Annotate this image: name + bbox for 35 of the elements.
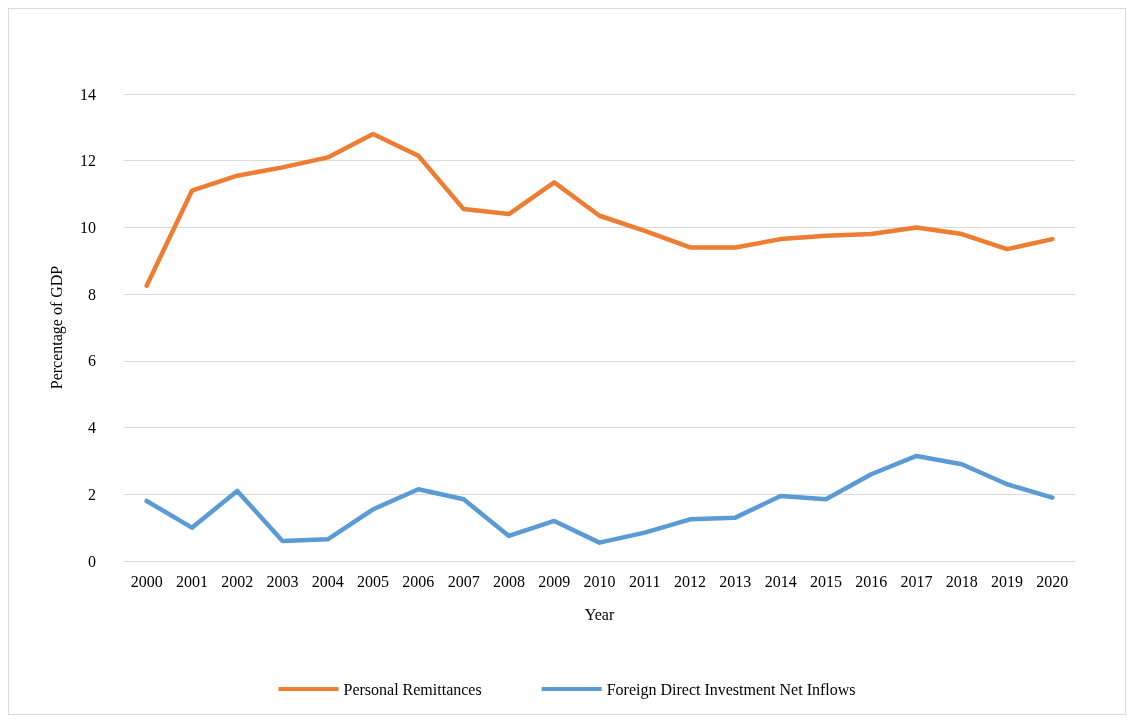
line-series [144,131,1055,289]
y-tick-label: 10 [80,218,96,236]
x-tick-label: 2008 [492,572,525,590]
x-tick-label: 2005 [357,572,390,590]
x-tick-label: 2000 [130,572,163,590]
x-tick-label: 2015 [809,572,842,590]
y-tick-label: 8 [88,285,96,303]
x-tick-label: 2016 [855,572,888,590]
legend-label: Personal Remittances [343,680,482,698]
x-tick-label: 2020 [1036,572,1069,590]
x-tick-label: 2011 [629,572,661,590]
x-tick-label: 2010 [583,572,616,590]
y-tick-label: 12 [80,152,96,170]
y-tick-label: 14 [80,85,96,103]
x-tick-label: 2004 [311,572,344,590]
x-tick-label: 2014 [764,572,797,590]
y-tick-label: 6 [88,352,96,370]
x-tick-label: 2007 [447,572,480,590]
x-tick-label: 2009 [538,572,571,590]
y-tick-label: 2 [88,485,96,503]
x-tick-label: 2012 [674,572,707,590]
x-tick-label: 2019 [991,572,1024,590]
x-tick-label: 2018 [945,572,978,590]
x-tick-label: 2017 [900,572,933,590]
x-tick-label: 2006 [402,572,435,590]
x-tick-label: 2001 [175,572,208,590]
legend-label: Foreign Direct Investment Net Inflows [606,680,856,699]
x-tick-label: 2003 [266,572,299,590]
x-tick-label: 2013 [719,572,752,590]
y-axis-title: Percentage of GDP [47,265,66,390]
x-tick-label: 2002 [221,572,254,590]
line-series [144,453,1055,545]
x-axis-title: Year [584,605,615,623]
y-tick-label: 0 [88,552,96,570]
y-tick-label: 4 [88,419,96,437]
